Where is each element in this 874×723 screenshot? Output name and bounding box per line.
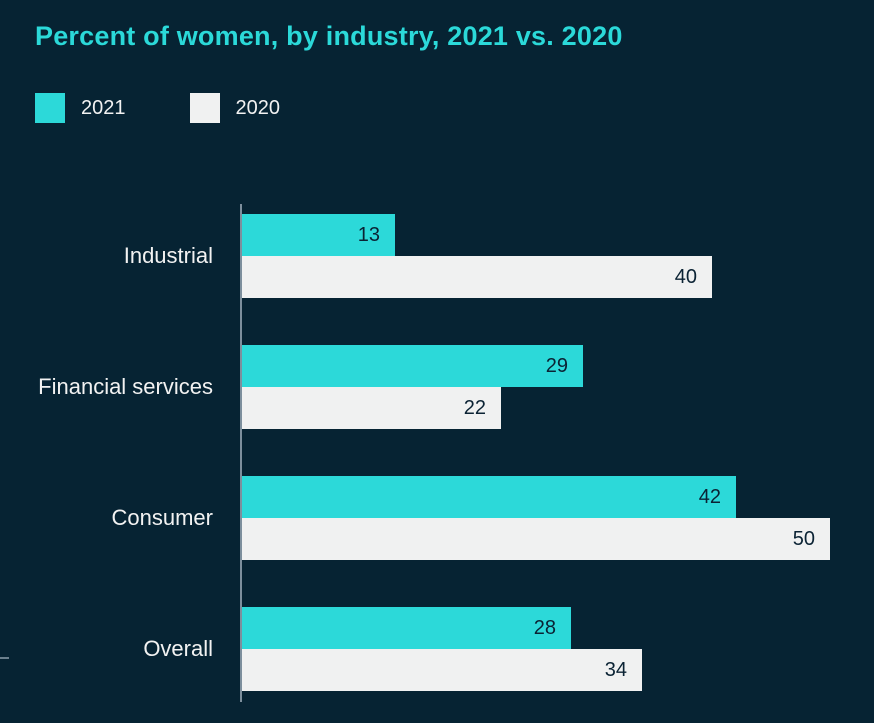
bar-value-2020-consumer: 50 (792, 528, 815, 550)
bar-2020-industrial: 40 (242, 256, 712, 298)
bar-value-2020-overall: 34 (604, 659, 627, 681)
category-label-overall: Overall (143, 636, 213, 661)
y-axis-line (240, 204, 242, 702)
bar-group-industrial: Industrial 13 40 (0, 214, 874, 298)
bar-2020-overall: 34 (242, 649, 642, 691)
bars-financial-services: 29 22 (242, 345, 583, 429)
category-label-industrial: Industrial (123, 243, 213, 268)
legend-swatch-2020 (189, 93, 220, 123)
category-label-consumer: Consumer (111, 505, 213, 530)
bar-2021-financial-services: 29 (242, 345, 583, 387)
bar-value-2020-financial-services: 22 (463, 397, 486, 419)
legend-label-2021: 2021 (81, 96, 126, 119)
bar-group-overall: Overall 28 34 (0, 607, 874, 691)
legend-item-2021: 2021 (35, 93, 126, 123)
bar-2021-overall: 28 (242, 607, 571, 649)
bar-value-2021-overall: 28 (533, 617, 556, 639)
bar-2020-consumer: 50 (242, 518, 830, 560)
bars-overall: 28 34 (242, 607, 642, 691)
bar-group-financial-services: Financial services 29 22 (0, 345, 874, 429)
legend: 2021 2020 (35, 93, 280, 123)
chart-title: Percent of women, by industry, 2021 vs. … (35, 21, 623, 51)
bar-value-2021-consumer: 42 (698, 486, 721, 508)
bars-industrial: 13 40 (242, 214, 712, 298)
bar-2020-financial-services: 22 (242, 387, 501, 429)
bar-value-2020-industrial: 40 (674, 266, 697, 288)
category-label-financial-services: Financial services (38, 374, 213, 399)
legend-swatch-2021 (35, 93, 65, 123)
bars-consumer: 42 50 (242, 476, 830, 560)
bar-value-2021-financial-services: 29 (545, 355, 568, 377)
legend-label-2020: 2020 (235, 96, 281, 119)
axis-tick-mark (0, 657, 9, 659)
bar-2021-consumer: 42 (242, 476, 736, 518)
bar-2021-industrial: 13 (242, 214, 395, 256)
bar-value-2021-industrial: 13 (357, 224, 380, 246)
bar-group-consumer: Consumer 42 50 (0, 476, 874, 560)
legend-item-2020: 2020 (189, 93, 281, 123)
